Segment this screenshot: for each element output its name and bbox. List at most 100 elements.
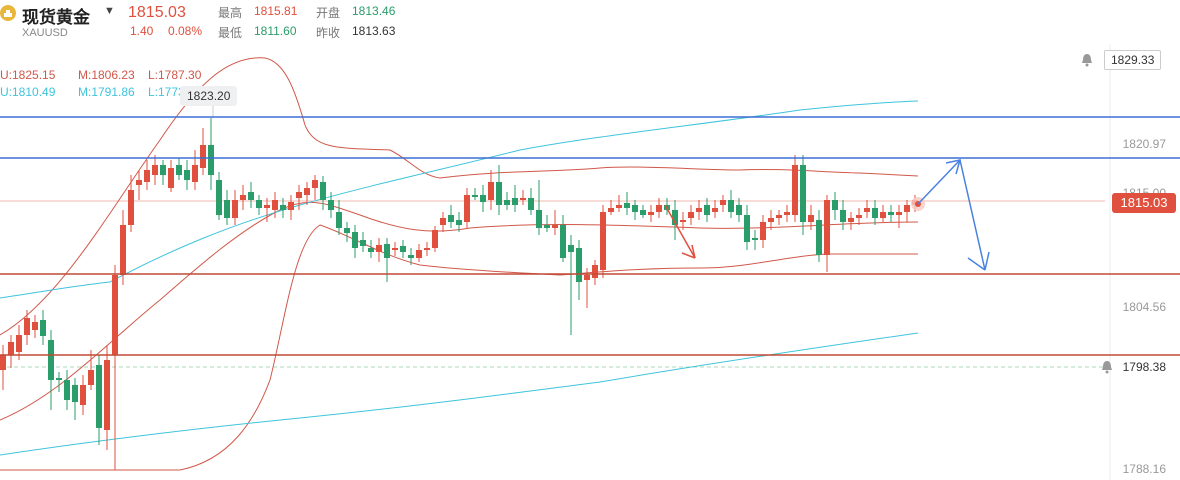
- candle-body: [288, 202, 294, 210]
- candle-body: [568, 245, 574, 252]
- candle-body: [440, 218, 446, 225]
- candle-body: [840, 210, 846, 222]
- candle-body: [768, 218, 774, 222]
- bollinger-bands: [0, 57, 919, 471]
- projection-arrow: [917, 158, 986, 271]
- candle-body: [0, 355, 6, 370]
- bell-icon[interactable]: [1080, 53, 1094, 67]
- candle-body: [496, 182, 502, 205]
- current-price-tag: 1815.03: [1112, 193, 1176, 213]
- symbol-name[interactable]: 现货黄金: [22, 8, 90, 27]
- candle-body: [552, 225, 558, 228]
- candle-body: [808, 215, 814, 222]
- candle-body: [128, 190, 134, 225]
- candle-body: [112, 275, 118, 355]
- candle-body: [344, 228, 350, 233]
- candle-body: [480, 195, 486, 202]
- ma-line-upper: [0, 100, 919, 299]
- boll2-middle: M:1791.86: [78, 85, 135, 99]
- horizontal-levels[interactable]: [0, 116, 1180, 356]
- candle-body: [320, 182, 326, 200]
- candle-body: [448, 215, 454, 222]
- candle-body: [232, 200, 238, 218]
- candle-body: [280, 205, 286, 210]
- price-alert-bottom[interactable]: 1798.38: [1122, 360, 1166, 374]
- boll-upper: U:1825.15: [0, 68, 56, 82]
- low-value: 1811.60: [254, 24, 297, 38]
- candle-body: [880, 212, 886, 218]
- candle-body: [544, 225, 550, 228]
- candle-body: [720, 200, 726, 205]
- candle-body: [600, 212, 606, 270]
- high-label: 最高: [218, 6, 243, 20]
- candle-body: [528, 198, 534, 210]
- gold-bar-icon: [0, 5, 16, 21]
- candle-body: [184, 170, 190, 180]
- candle-body: [832, 200, 838, 210]
- candle-body: [240, 195, 246, 200]
- candle-body: [24, 318, 30, 335]
- candle-body: [8, 342, 14, 355]
- arrow-head-down: [967, 251, 990, 271]
- candle-body: [224, 200, 230, 218]
- candle-body: [368, 248, 374, 252]
- caret-down-icon[interactable]: ▼: [104, 5, 115, 17]
- candle-body: [760, 222, 766, 240]
- candle-body: [296, 192, 302, 198]
- candle-body: [712, 208, 718, 212]
- candle-body: [464, 195, 470, 222]
- candle-body: [704, 205, 710, 215]
- drawn-arrows[interactable]: [664, 158, 990, 271]
- candle-body: [264, 205, 270, 208]
- candle-body: [168, 168, 174, 188]
- candle-body: [512, 198, 518, 205]
- candle-body: [392, 248, 398, 250]
- candle-body: [136, 180, 142, 185]
- candle-body: [176, 165, 182, 175]
- candle-body: [96, 365, 102, 428]
- candle-body: [864, 208, 870, 212]
- candle-body: [120, 225, 126, 275]
- candle-body: [608, 208, 614, 212]
- candle-body: [416, 250, 422, 258]
- prev-close-label: 昨收: [316, 26, 341, 40]
- candle-body: [784, 212, 790, 215]
- candle-body: [312, 180, 318, 188]
- bell-icon[interactable]: [1100, 360, 1114, 374]
- prev-close-value: 1813.63: [352, 24, 396, 38]
- candle-body: [88, 370, 94, 385]
- axis-label: 1788.16: [1122, 462, 1166, 476]
- candle-body: [216, 180, 222, 215]
- low-label: 最低: [218, 26, 243, 40]
- arrow-head-up: [945, 159, 961, 175]
- open-label: 开盘: [316, 6, 341, 20]
- symbol-code: XAUUSD: [22, 27, 68, 39]
- candle-body: [408, 255, 414, 258]
- price-alert-top[interactable]: 1829.33: [1104, 50, 1162, 70]
- candle-body: [520, 198, 526, 200]
- candle-body: [360, 240, 366, 246]
- candle-body: [792, 165, 798, 215]
- candle-body: [872, 208, 878, 218]
- candle-body: [904, 205, 910, 212]
- candle-body: [640, 210, 646, 215]
- candle-body: [80, 385, 86, 405]
- candle-body: [336, 212, 342, 228]
- red-arrow: [664, 204, 696, 259]
- candle-body: [584, 275, 590, 280]
- candle-body: [672, 210, 678, 225]
- last-price: 1815.03: [128, 4, 186, 21]
- candle-body: [144, 170, 150, 182]
- boll-upper-line: [0, 57, 919, 336]
- candle-body: [824, 200, 830, 255]
- candle-body: [648, 212, 654, 215]
- candle-body: [256, 200, 262, 208]
- boll-lower: L:1787.30: [148, 68, 202, 82]
- axis-label: 1820.97: [1122, 137, 1166, 151]
- open-value: 1813.46: [352, 4, 396, 18]
- candle-body: [536, 210, 542, 228]
- candle-body: [800, 165, 806, 222]
- candle-body: [424, 248, 430, 250]
- candle-body: [384, 244, 390, 258]
